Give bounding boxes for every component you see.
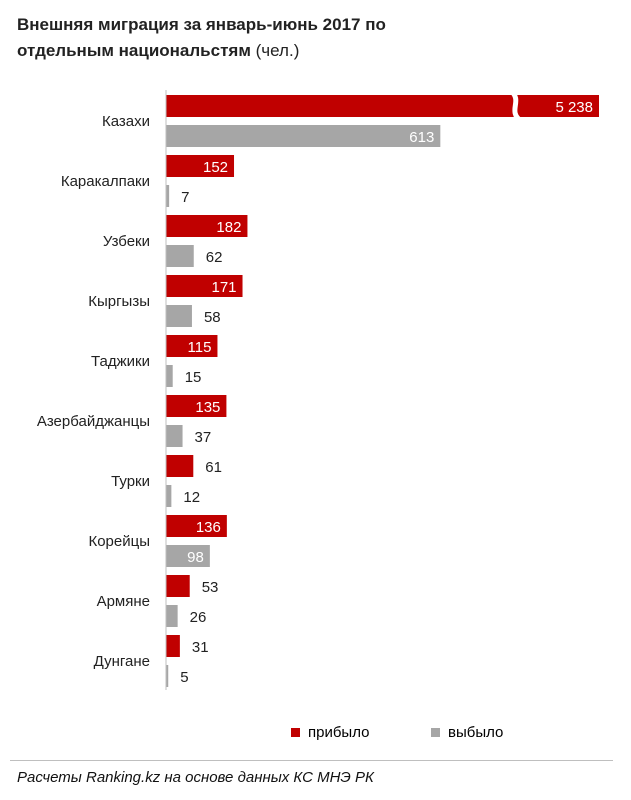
legend-label-arrived: прибыло xyxy=(308,724,370,741)
value-label-departed: 12 xyxy=(183,489,200,506)
value-label-departed: 613 xyxy=(409,129,434,146)
bar-departed xyxy=(166,425,183,447)
bar-arrived xyxy=(166,635,180,657)
bar-chart: Казахи 5 238 613 Каракалпаки 152 7 Узбеки 182 62… xyxy=(37,89,599,690)
bar-departed xyxy=(166,365,173,387)
bar-departed xyxy=(166,185,170,207)
bar-arrived xyxy=(166,275,243,297)
source-note: Расчеты Ranking.kz на основе данных КС М… xyxy=(17,769,374,786)
value-label-departed: 37 xyxy=(195,429,212,446)
category-label: Корейцы xyxy=(88,533,150,550)
bar-arrived xyxy=(166,455,194,477)
chart-title-line2: отдельным национальстям xyxy=(17,41,251,60)
value-label-arrived: 135 xyxy=(195,399,220,416)
value-label-departed: 7 xyxy=(181,189,189,206)
category-label: Дунгане xyxy=(94,653,150,670)
category-label: Таджики xyxy=(91,353,150,370)
chart-title: Внешняя миграция за январь-июнь 2017 по … xyxy=(17,12,617,64)
value-label-arrived: 182 xyxy=(216,219,241,236)
bar-departed xyxy=(166,305,192,327)
bar-departed xyxy=(166,605,178,627)
bar-departed xyxy=(166,665,169,687)
chart-unit: (чел.) xyxy=(255,41,300,60)
chart-title-line1: Внешняя миграция за январь-июнь 2017 по xyxy=(17,15,386,34)
value-label-departed: 62 xyxy=(206,249,223,266)
bar-arrived xyxy=(166,335,218,357)
category-label: Турки xyxy=(111,473,150,490)
category-label: Каракалпаки xyxy=(61,173,150,190)
legend-label-departed: выбыло xyxy=(448,724,504,741)
category-label: Казахи xyxy=(102,113,150,130)
category-label: Азербайджанцы xyxy=(37,413,150,430)
legend-swatch-arrived xyxy=(291,728,300,737)
value-label-arrived: 53 xyxy=(202,579,219,596)
bar-arrived xyxy=(166,215,248,237)
value-label-departed: 5 xyxy=(180,669,188,686)
value-label-arrived: 61 xyxy=(205,459,222,476)
bar-arrived xyxy=(166,515,227,537)
bar-arrived xyxy=(166,395,227,417)
legend-item-departed: выбыло xyxy=(431,724,503,741)
legend-swatch-departed xyxy=(431,728,440,737)
value-label-arrived: 5 238 xyxy=(555,99,593,116)
value-label-departed: 26 xyxy=(190,609,207,626)
bar-departed xyxy=(166,485,172,507)
category-label: Кыргызы xyxy=(88,293,150,310)
value-label-departed: 15 xyxy=(185,369,202,386)
value-label-departed: 98 xyxy=(187,549,204,566)
bar-arrived xyxy=(166,575,190,597)
value-label-departed: 58 xyxy=(204,309,221,326)
value-label-arrived: 171 xyxy=(211,279,236,296)
category-label: Армяне xyxy=(97,593,150,610)
legend-item-arrived: прибыло xyxy=(291,724,369,741)
bar-departed xyxy=(166,125,441,147)
bar-arrived xyxy=(166,155,235,177)
footer-divider xyxy=(10,760,613,761)
bar-departed xyxy=(166,245,194,267)
bar-departed xyxy=(166,545,210,567)
value-label-arrived: 31 xyxy=(192,639,209,656)
value-label-arrived: 136 xyxy=(196,519,221,536)
value-label-arrived: 152 xyxy=(203,159,228,176)
legend: прибыло выбыло xyxy=(0,724,631,744)
category-label: Узбеки xyxy=(103,233,150,250)
axis-break-mark xyxy=(509,89,523,124)
bar-arrived xyxy=(166,95,599,117)
value-label-arrived: 115 xyxy=(188,339,212,356)
